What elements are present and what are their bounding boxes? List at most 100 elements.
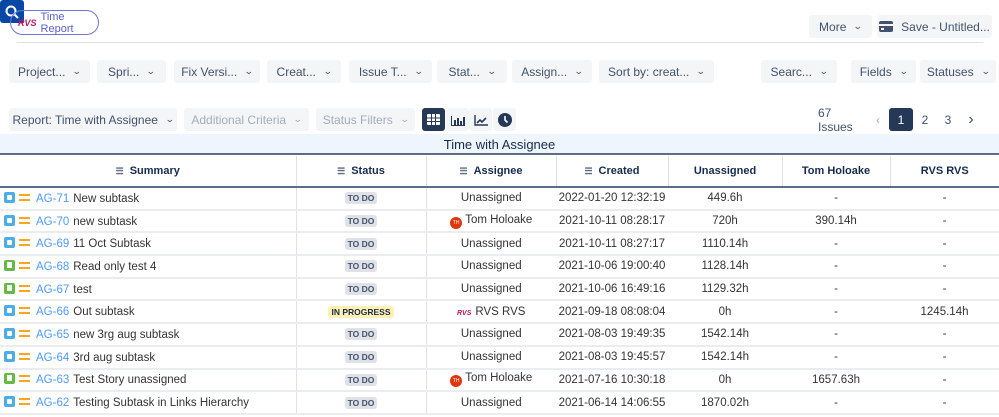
more-button[interactable]: More ⌄: [809, 15, 872, 38]
table-row[interactable]: AG-67 test TO DO Unassigned 2021-10-06 16…: [0, 277, 999, 302]
issue-key-link[interactable]: AG-64: [36, 351, 70, 364]
tom-holoake-time: -: [782, 391, 890, 415]
filter-dropdown[interactable]: Creat... ⌄: [267, 60, 341, 83]
filter-dropdown[interactable]: Fix Versi... ⌄: [174, 60, 260, 83]
table-row[interactable]: AG-64 3rd aug subtask TO DO Unassigned 20…: [0, 345, 999, 370]
table-row[interactable]: AG-69 11 Oct Subtask TO DO Unassigned 202…: [0, 232, 999, 257]
rvs-rvs-time: -: [890, 209, 999, 234]
timeline-view-button[interactable]: [493, 108, 516, 131]
chevron-down-icon: ⌄: [696, 66, 707, 76]
created: 2021-08-03 19:45:57: [556, 345, 668, 370]
statuses-dropdown[interactable]: Statuses ⌄: [920, 60, 996, 83]
chevron-down-icon: ⌄: [980, 66, 991, 76]
search-filter-dropdown[interactable]: Searc... ⌄: [761, 60, 837, 83]
issue-summary: Read only test 4: [73, 260, 157, 273]
assignee: Unassigned: [460, 237, 522, 250]
priority-medium-icon: [19, 193, 30, 201]
additional-criteria-dropdown[interactable]: Additional Criteria ⌄: [184, 108, 309, 131]
issue-key-link[interactable]: AG-65: [36, 328, 70, 341]
tom-holoake-time: -: [782, 300, 890, 325]
story-icon: [4, 259, 15, 271]
chevron-down-icon: ⌄: [574, 66, 584, 76]
chevron-down-icon: ⌄: [898, 66, 909, 76]
filter-dropdown[interactable]: Assign... ⌄: [512, 60, 592, 83]
line-chart-view-button[interactable]: [469, 108, 492, 131]
issue-key-link[interactable]: AG-66: [36, 306, 70, 319]
column-header[interactable]: Tom Holoake: [782, 156, 891, 188]
subtask-icon: [4, 214, 15, 226]
table-row[interactable]: AG-70 new subtask TO DO TH Tom Holoake 202…: [0, 209, 999, 234]
issue-key-link[interactable]: AG-70: [36, 215, 70, 228]
issue-key-link[interactable]: AG-63: [36, 374, 70, 387]
table-row[interactable]: AG-66 Out subtask IN PROGRESS RVS RVS RVS …: [0, 300, 999, 325]
tom-holoake-time: 1657.63h: [782, 368, 890, 393]
table-view-button[interactable]: [422, 108, 445, 131]
tom-holoake-time: 390.14h: [782, 209, 890, 234]
filter-dropdown[interactable]: Issue T... ⌄: [349, 60, 432, 83]
filter-dropdown[interactable]: Spri... ⌄: [97, 60, 166, 83]
table-row[interactable]: AG-68 Read only test 4 TO DO Unassigned 2…: [0, 255, 999, 279]
save-button[interactable]: Save - Untitled...: [877, 15, 992, 38]
card-icon: [879, 21, 894, 32]
filter-label: Project...: [18, 64, 66, 79]
filter-label: Issue T...: [358, 64, 407, 79]
priority-medium-icon: [19, 352, 30, 360]
priority-medium-icon: [19, 398, 30, 406]
unassigned-time: 0h: [668, 300, 782, 325]
fields-label: Fields: [859, 64, 892, 79]
prev-page-icon[interactable]: ‹: [876, 112, 880, 127]
created: 2021-07-16 10:30:18: [556, 368, 668, 393]
priority-medium-icon: [19, 307, 30, 315]
chevron-down-icon: ⌄: [164, 114, 175, 124]
subtask-icon: [4, 237, 15, 249]
column-header[interactable]: RVS RVS: [890, 156, 999, 188]
column-header-label: Assignee: [473, 165, 523, 177]
statuses-label: Statuses: [926, 64, 974, 79]
assignee: Unassigned: [460, 351, 522, 364]
assignee: Unassigned: [460, 283, 522, 296]
page-2[interactable]: 2: [921, 112, 929, 127]
issue-summary: New subtask: [73, 192, 140, 205]
column-header[interactable]: ☰ Summary: [0, 156, 297, 188]
issue-key-link[interactable]: AG-62: [36, 397, 70, 410]
tom-holoake-time: -: [782, 232, 890, 257]
page-3[interactable]: 3: [944, 112, 952, 127]
time-report-button[interactable]: RVS Time Report: [10, 10, 99, 35]
column-header[interactable]: ☰ Created: [556, 156, 669, 188]
clock-icon: [497, 112, 512, 127]
status-filters-dropdown[interactable]: Status Filters ⌄: [316, 108, 415, 131]
column-header[interactable]: ☰ Status: [296, 156, 427, 188]
next-page-icon[interactable]: ›: [968, 110, 974, 128]
table-row[interactable]: AG-62 Testing Subtask in Links Hierarchy …: [0, 391, 999, 415]
sort-icon: ☰: [584, 166, 593, 176]
filter-dropdown[interactable]: Sort by: creat... ⌄: [599, 60, 714, 83]
issue-key-link[interactable]: AG-68: [36, 260, 70, 273]
issue-key-link[interactable]: AG-69: [36, 238, 70, 251]
created: 2021-10-11 08:28:17: [556, 209, 668, 234]
filter-dropdown[interactable]: Project... ⌄: [9, 60, 90, 83]
column-header[interactable]: Unassigned: [668, 156, 783, 188]
divider: [17, 42, 983, 43]
table-row[interactable]: AG-65 new 3rg aug subtask TO DO Unassigne…: [0, 323, 999, 347]
column-header-label: Created: [598, 165, 640, 177]
filter-label: Spri...: [108, 64, 140, 79]
priority-medium-icon: [19, 239, 30, 247]
assignee: Unassigned: [460, 260, 522, 273]
page-1[interactable]: 1: [889, 108, 913, 131]
report-type-dropdown[interactable]: Report: Time with Assignee ⌄: [9, 108, 177, 131]
avatar: RVS: [457, 309, 472, 317]
filter-dropdown[interactable]: Stat... ⌄: [437, 60, 507, 83]
subtask-icon: [4, 396, 15, 408]
created: 2021-10-11 08:27:17: [556, 232, 668, 257]
assignee: Unassigned: [460, 396, 522, 409]
table-row[interactable]: AG-63 Test Story unassigned TO DO TH Tom H…: [0, 368, 999, 393]
column-header-label: RVS RVS: [920, 165, 969, 177]
issue-key-link[interactable]: AG-67: [36, 283, 70, 296]
priority-medium-icon: [19, 216, 30, 224]
fields-dropdown[interactable]: Fields ⌄: [851, 60, 916, 83]
issue-key-link[interactable]: AG-71: [36, 192, 70, 205]
table-row[interactable]: AG-71 New subtask TO DO Unassigned 2022-0…: [0, 187, 999, 211]
bar-chart-view-button[interactable]: [446, 108, 469, 131]
unassigned-time: 1129.32h: [668, 277, 782, 302]
column-header[interactable]: ☰ Assignee: [426, 156, 557, 188]
